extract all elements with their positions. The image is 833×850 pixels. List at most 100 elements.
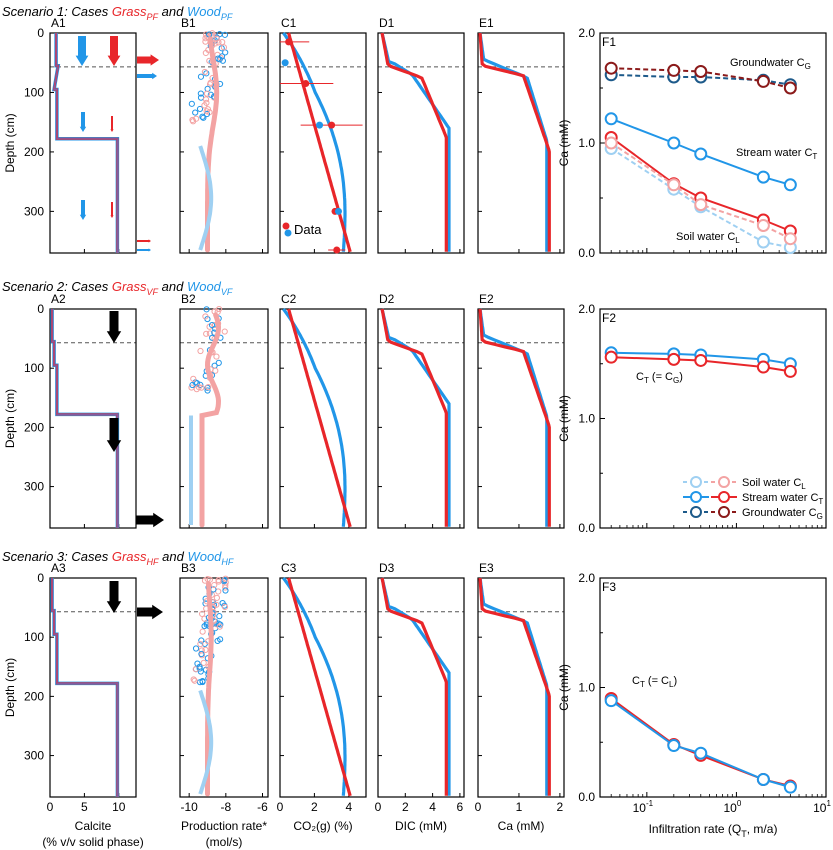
dic-curve-grass: [380, 32, 448, 252]
panel-frame: [477, 577, 565, 798]
flow-arrow-wood: [137, 72, 157, 80]
series-marker: [783, 364, 797, 378]
panel-F1: F1 0.0 1.0 2.0 Ca (mM): [557, 26, 827, 260]
panel-label: D3: [379, 561, 395, 575]
panel-A1: A1: [49, 16, 137, 254]
data-point-grass: [328, 121, 336, 129]
and-text: and: [159, 549, 188, 564]
legend-entry: Soil water CL: [683, 476, 806, 491]
x-tick-label: 2: [557, 800, 564, 814]
x-axis-label-text: Infiltration rate (Q: [649, 822, 742, 836]
production-point-grass: [198, 384, 205, 391]
depth-axis-label: Depth (cm): [3, 658, 17, 717]
arrow-black-top: [106, 311, 122, 343]
scenario-title: Scenario 2: Cases GrassVF and WoodVF: [2, 279, 233, 297]
panel-frame: [279, 32, 367, 254]
production-point-wood: [221, 31, 229, 38]
series-marker: [756, 360, 770, 374]
production-point-wood: [222, 587, 229, 594]
label-text: (= C: [649, 371, 673, 383]
grass-label: Grass: [112, 4, 147, 19]
label-text: Stream water C: [736, 147, 812, 159]
co2-curve-grass: [287, 308, 352, 528]
data-legend-label: Data: [294, 222, 322, 237]
production-point-grass: [215, 305, 223, 313]
panel-frame: [477, 32, 565, 254]
panel-label: E3: [479, 561, 494, 575]
data-point-wood: [334, 207, 342, 215]
grass-subscript: VF: [147, 287, 159, 297]
panel-frame: [49, 308, 137, 529]
production-point-grass: [197, 640, 204, 648]
x-axis-label: (mol/s): [206, 835, 243, 849]
production-point-wood: [196, 105, 204, 113]
production-point-grass: [219, 38, 226, 46]
y-axis-label: Ca (mM): [557, 395, 571, 442]
production-point-grass: [202, 96, 210, 103]
production-point-grass: [203, 108, 210, 115]
panel-label: F1: [602, 35, 616, 49]
x-tick-label: 4: [345, 800, 352, 814]
legend-marker: [690, 476, 702, 488]
scenario-title-text: Scenario 1: Cases: [2, 4, 112, 19]
series-marker: [694, 147, 708, 161]
series-marker: [667, 739, 681, 753]
x-tick-exponent: 0: [737, 799, 742, 808]
series-marker: [604, 136, 618, 150]
panel-frame: [279, 308, 367, 529]
calcite-line-grass: [51, 309, 119, 528]
calcite-profile: [50, 578, 120, 797]
production-point-grass: [211, 581, 218, 589]
x-tick-label: 0: [375, 800, 382, 814]
depth-axis-label: Depth (cm): [3, 113, 17, 172]
x-tick-label: 5: [81, 800, 88, 814]
production-band: [198, 36, 220, 253]
production-point-wood: [208, 321, 216, 329]
series-marker: [604, 694, 618, 708]
annotation-stream: Stream water CT: [736, 147, 817, 161]
legend-subscript: T: [818, 497, 823, 506]
production-point-wood: [198, 650, 205, 658]
production-point-wood: [207, 91, 214, 98]
production-point-grass: [205, 384, 212, 391]
x-axis-label-end: , m/a): [747, 822, 778, 836]
production-point-grass: [209, 30, 216, 37]
wood-subscript: PF: [221, 12, 233, 22]
arrow-grass-deep: [110, 202, 114, 218]
x-axis-label: Ca (mM): [498, 819, 545, 833]
data-point-grass: [302, 80, 310, 88]
production-point-wood: [222, 49, 229, 56]
depth-tick-label: 100: [24, 630, 44, 644]
legend-marker: [718, 476, 730, 488]
production-point-grass: [200, 659, 207, 666]
y-tick-label: 1.0: [578, 136, 595, 150]
label-subscript: G: [673, 376, 679, 385]
scenario-title: Scenario 3: Cases GrassHF and WoodHF: [2, 549, 234, 567]
production-point-grass: [199, 610, 206, 618]
panel-C3: C3 0 2 4 CO₂(g) (%): [277, 561, 367, 833]
series-marker: [667, 178, 681, 192]
production-point-grass: [220, 44, 228, 51]
legend-label: Soil water CL: [742, 477, 806, 491]
calcite-line-wood: [50, 578, 120, 797]
flow-arrow-grass: [137, 54, 159, 66]
x-tick-label: 0: [475, 800, 482, 814]
series-marker: [756, 170, 770, 184]
series-line: [610, 697, 791, 787]
depth-tick-label: 300: [24, 204, 44, 218]
depth-tick-label: 0: [37, 26, 44, 40]
and-text: and: [158, 279, 187, 294]
x-tick-label: 0: [277, 800, 284, 814]
panel-frame: [377, 32, 465, 254]
production-point-wood: [216, 613, 223, 620]
depth-axis: 0 100 200 300 Depth (cm): [3, 26, 44, 218]
panel-label: F2: [602, 311, 616, 325]
production-point-grass: [206, 81, 214, 88]
legend-label: Groundwater CG: [742, 507, 823, 521]
co2-curve-wood: [282, 32, 347, 252]
legend-marker: [718, 506, 730, 518]
production-point-grass: [201, 615, 208, 622]
x-tick-label: -6: [257, 800, 268, 814]
y-axis-label: Ca (mM): [557, 120, 571, 167]
production-point-wood: [214, 637, 221, 645]
